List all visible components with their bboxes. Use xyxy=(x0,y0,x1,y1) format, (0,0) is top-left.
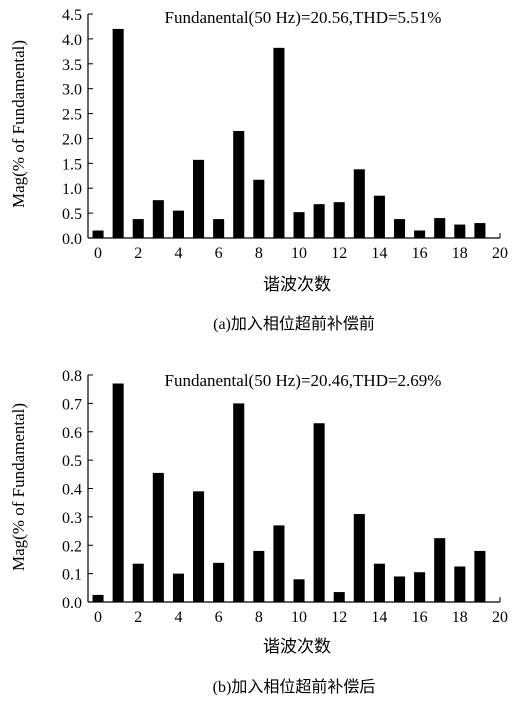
chart-b-bar-1 xyxy=(112,383,124,602)
chart-a-bar-1 xyxy=(112,28,124,239)
chart-a-y-ticks: 0.0 0.5 1.0 1.5 2.0 2.5 3.0 3.5 4.0 4.5 xyxy=(62,7,93,248)
chart-a-bar-11 xyxy=(313,204,325,238)
chart-b-caption: (b)加入相位超前补偿后 xyxy=(213,678,376,696)
chart-a-bar-8 xyxy=(253,179,265,238)
chart-b-bar-10 xyxy=(293,579,305,602)
chart-b-x-tick-label: 18 xyxy=(452,609,468,626)
chart-a-bars xyxy=(92,28,486,239)
chart-a-bar-9 xyxy=(273,47,285,238)
chart-a: Fundanental(50 Hz)=20.56,THD=5.51% 0.00.… xyxy=(9,7,508,333)
chart-a-bar-12 xyxy=(333,202,345,238)
chart-a-bar-10 xyxy=(293,212,305,238)
chart-a-x-label: 谐波次数 xyxy=(263,275,331,294)
chart-b-y-label: Mag(% of Fundamental) xyxy=(9,403,28,571)
chart-b-y-tick-label: 0.8 xyxy=(62,368,82,385)
chart-b-y-tick-label: 0.3 xyxy=(62,510,82,527)
chart-a-bar-6 xyxy=(213,219,225,238)
chart-b-y-tick-label: 0.2 xyxy=(62,538,82,555)
chart-b-bar-6 xyxy=(213,562,225,602)
chart-b-bar-13 xyxy=(353,514,365,602)
chart-a-y-tick-label: 3.5 xyxy=(62,57,82,74)
chart-a-x-tick-label: 2 xyxy=(134,245,142,262)
chart-a-x-tick-label: 0 xyxy=(94,245,102,262)
chart-b-bar-16 xyxy=(414,572,426,602)
chart-b-x-tick-label: 14 xyxy=(371,609,387,626)
chart-a-y-tick-label: 2.5 xyxy=(62,107,82,124)
chart-b-y-tick-label: 0.6 xyxy=(62,425,82,442)
chart-a-bar-13 xyxy=(353,169,365,238)
chart-a-x-tick-label: 18 xyxy=(452,245,468,262)
chart-b-y-tick-label: 0.1 xyxy=(62,567,82,584)
chart-b-y-tick-label: 0.0 xyxy=(62,595,82,612)
chart-b-bar-14 xyxy=(373,563,385,602)
chart-b: Fundanental(50 Hz)=20.46,THD=2.69% 0.00.… xyxy=(9,368,508,696)
chart-a-bar-18 xyxy=(454,224,466,238)
chart-b-x-label: 谐波次数 xyxy=(263,637,331,656)
chart-a-bar-5 xyxy=(193,159,205,238)
chart-a-bar-3 xyxy=(152,200,164,238)
chart-b-bar-2 xyxy=(132,563,144,602)
chart-b-y-tick-label: 0.7 xyxy=(62,396,82,413)
chart-a-bar-2 xyxy=(132,219,144,238)
chart-a-bar-7 xyxy=(233,130,245,238)
chart-b-bars xyxy=(92,383,486,603)
chart-b-bar-17 xyxy=(434,538,446,602)
chart-a-title: Fundanental(50 Hz)=20.56,THD=5.51% xyxy=(165,8,442,27)
chart-a-y-tick-label: 3.0 xyxy=(62,82,82,99)
chart-a-y-tick-label: 2.0 xyxy=(62,131,82,148)
chart-a-bar-4 xyxy=(172,210,184,238)
chart-a-x-tick-label: 6 xyxy=(215,245,223,262)
chart-a-x-tick-label: 8 xyxy=(255,245,263,262)
chart-b-x-tick-label: 0 xyxy=(94,609,102,626)
chart-b-x-tick-label: 16 xyxy=(412,609,428,626)
chart-a-y-tick-label: 0.0 xyxy=(62,231,82,248)
chart-a-y-tick-label: 1.0 xyxy=(62,181,82,198)
chart-a-y-tick-label: 1.5 xyxy=(62,156,82,173)
chart-a-bar-14 xyxy=(373,195,385,238)
chart-a-x-tick-label: 16 xyxy=(412,245,428,262)
chart-a-y-label: Mag(% of Fundamental) xyxy=(9,40,28,208)
chart-b-y-tick-label: 0.5 xyxy=(62,453,82,470)
chart-b-bar-19 xyxy=(474,550,486,602)
chart-a-x-ticks: 0 2 4 6 8 10 12 14 16 18 20 xyxy=(94,233,508,262)
chart-a-y-tick-label: 4.0 xyxy=(62,32,82,49)
chart-b-bar-11 xyxy=(313,423,325,602)
chart-a-x-tick-label: 20 xyxy=(492,245,508,262)
chart-a-caption: (a)加入相位超前补偿前 xyxy=(213,315,375,333)
chart-a-x-tick-label: 10 xyxy=(291,245,307,262)
chart-a-bar-17 xyxy=(434,218,446,238)
chart-b-y-tick-label: 0.4 xyxy=(62,482,82,499)
chart-b-bar-9 xyxy=(273,525,285,602)
chart-b-x-tick-label: 10 xyxy=(291,609,307,626)
chart-b-bar-8 xyxy=(253,550,265,602)
chart-a-y-tick-label: 4.5 xyxy=(62,7,82,24)
chart-a-x-tick-label: 12 xyxy=(331,245,347,262)
chart-b-y-ticks: 0.0 0.1 0.2 0.3 0.4 0.5 0.6 0.7 0.8 xyxy=(62,368,93,612)
chart-a-y-tick-label: 0.5 xyxy=(62,206,82,223)
chart-b-x-tick-label: 20 xyxy=(492,609,508,626)
chart-a-x-tick-label: 4 xyxy=(174,245,182,262)
chart-a-bar-19 xyxy=(474,223,486,238)
chart-b-x-ticks: 0 2 4 6 8 10 12 14 16 18 20 xyxy=(94,597,508,626)
chart-b-bar-7 xyxy=(233,403,245,603)
chart-b-bar-5 xyxy=(193,491,205,602)
chart-b-bar-15 xyxy=(393,576,406,602)
chart-a-x-tick-label: 14 xyxy=(371,245,387,262)
chart-b-title: Fundanental(50 Hz)=20.46,THD=2.69% xyxy=(165,371,442,390)
chart-b-x-tick-label: 6 xyxy=(215,609,223,626)
chart-b-x-tick-label: 8 xyxy=(255,609,263,626)
chart-b-x-tick-label: 2 xyxy=(134,609,142,626)
chart-a-bar-15 xyxy=(393,219,406,238)
chart-b-bar-4 xyxy=(172,573,184,603)
chart-b-x-tick-label: 12 xyxy=(331,609,347,626)
chart-b-bar-18 xyxy=(454,566,466,602)
chart-b-x-tick-label: 4 xyxy=(174,609,182,626)
chart-b-bar-3 xyxy=(152,472,164,602)
